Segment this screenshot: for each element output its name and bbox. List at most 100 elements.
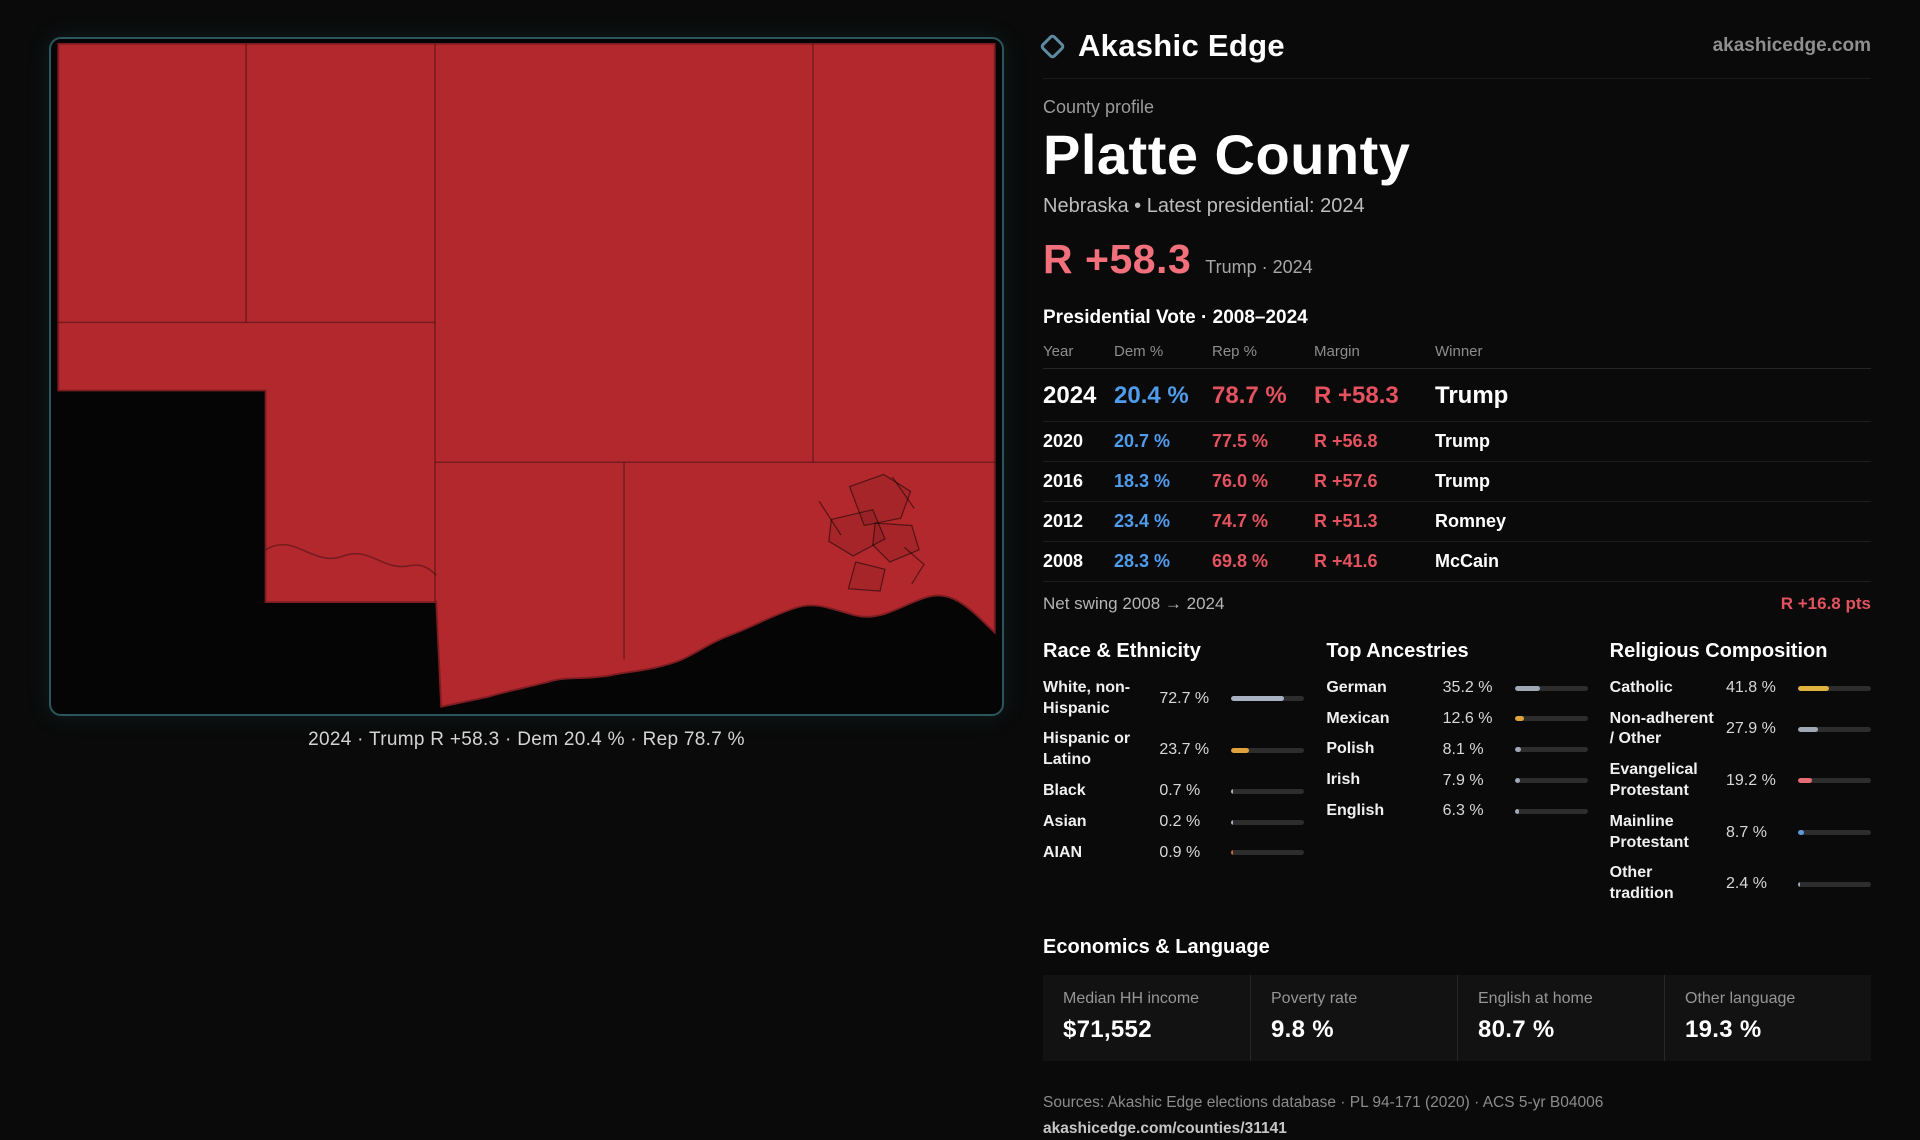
- dem-cell: 23.4 %: [1114, 510, 1171, 531]
- demo-row: Asian 0.2 %: [1043, 807, 1305, 838]
- top-ancestries-section: Top Ancestries German 35.2 % Mexican 12.…: [1326, 626, 1588, 910]
- rep-cell: 69.8 %: [1212, 550, 1269, 571]
- demo-value: 7.9 %: [1442, 771, 1484, 789]
- year-cell: 2008: [1043, 550, 1084, 571]
- county-title: Platte County: [1043, 123, 1411, 186]
- stat-label: Poverty rate: [1271, 989, 1358, 1007]
- demo-value: 27.9 %: [1726, 720, 1776, 738]
- net-swing-value: R +16.8 pts: [1780, 593, 1871, 613]
- permalink-link[interactable]: akashicedge.com/counties/31141: [1043, 1120, 1287, 1138]
- demo-value: 8.7 %: [1726, 823, 1767, 841]
- demo-value: 0.9 %: [1159, 843, 1201, 861]
- demo-label: Black: [1043, 781, 1086, 799]
- demo-row: AIAN 0.9 %: [1043, 838, 1305, 869]
- rep-cell: 77.5 %: [1212, 430, 1269, 451]
- demo-bar-fill: [1798, 830, 1805, 836]
- demo-label: AIAN: [1043, 843, 1083, 861]
- stat-label: Other language: [1685, 989, 1796, 1007]
- sources-note: Sources: Akashic Edge elections database…: [1043, 1093, 1604, 1111]
- rep-cell: 76.0 %: [1212, 470, 1269, 491]
- demo-label: Mexican: [1326, 709, 1390, 727]
- footer: Sources: Akashic Edge elections database…: [1043, 1091, 1871, 1140]
- county-shape: [57, 42, 996, 708]
- margin-cell: R +51.3: [1314, 510, 1378, 531]
- demo-row: Other tradition 2.4 %: [1610, 858, 1871, 910]
- demo-bar-fill: [1231, 747, 1249, 753]
- vote-table-row: 2016 18.3 % 76.0 % R +57.6 Trump: [1043, 462, 1871, 502]
- net-swing-row: Net swing 2008 → 2024 R +16.8 pts: [1043, 582, 1871, 618]
- demo-row: Mexican 12.6 %: [1326, 704, 1588, 735]
- demo-value: 19.2 %: [1726, 771, 1776, 789]
- demo-label: White, non-Hispanic: [1043, 678, 1131, 717]
- stat-value: 19.3 %: [1685, 1015, 1762, 1043]
- demo-bar: [1231, 850, 1305, 856]
- demo-row: Polish 8.1 %: [1326, 734, 1588, 765]
- demo-bar-fill: [1514, 685, 1541, 691]
- vote-table-row: 2024 20.4 % 78.7 % R +58.3 Trump: [1043, 369, 1871, 422]
- demo-value: 41.8 %: [1726, 679, 1776, 697]
- demo-row: White, non-Hispanic 72.7 %: [1043, 673, 1305, 725]
- demo-label: Mainline Protestant: [1609, 812, 1689, 851]
- demo-bar: [1798, 881, 1871, 887]
- winner-cell: Trump: [1435, 470, 1491, 491]
- dem-cell: 28.3 %: [1114, 550, 1171, 571]
- stat-cell: English at home 80.7 %: [1457, 974, 1664, 1061]
- demo-bar-fill: [1798, 778, 1813, 784]
- col-dem: Dem %: [1114, 342, 1164, 360]
- vote-table-row: 2020 20.7 % 77.5 % R +56.8 Trump: [1043, 422, 1871, 462]
- demo-bar: [1514, 778, 1588, 784]
- stat-label: Median HH income: [1063, 989, 1200, 1007]
- demo-bar: [1514, 716, 1588, 722]
- demo-row: Evangelical Protestant 19.2 %: [1610, 755, 1871, 807]
- demo-bar: [1231, 788, 1305, 794]
- year-cell: 2024: [1043, 381, 1097, 409]
- race-ethnicity-section: Race & Ethnicity White, non-Hispanic 72.…: [1043, 626, 1305, 910]
- demo-row: Mainline Protestant 8.7 %: [1610, 807, 1871, 859]
- vote-table-title: Presidential Vote · 2008–2024: [1043, 306, 1308, 328]
- vote-table-row: 2008 28.3 % 69.8 % R +41.6 McCain: [1043, 542, 1871, 582]
- vote-table-header: Year Dem % Rep % Margin Winner: [1043, 335, 1871, 369]
- demo-bar-fill: [1514, 716, 1524, 722]
- brand: Akashic Edge: [1039, 28, 1285, 64]
- economics-title: Economics & Language: [1043, 935, 1270, 958]
- headline-note: Trump · 2024: [1205, 256, 1313, 277]
- stat-value: $71,552: [1063, 1015, 1152, 1043]
- header: Akashic Edge akashicedge.com: [1039, 28, 1871, 79]
- demo-bar: [1514, 685, 1588, 691]
- demo-value: 0.2 %: [1159, 813, 1201, 831]
- margin-cell: R +58.3: [1314, 381, 1399, 409]
- vote-table-row: 2012 23.4 % 74.7 % R +51.3 Romney: [1043, 502, 1871, 542]
- stat-label: English at home: [1478, 989, 1593, 1007]
- demo-label: Evangelical Protestant: [1609, 761, 1698, 799]
- winner-cell: McCain: [1435, 550, 1500, 571]
- site-domain-link[interactable]: akashicedge.com: [1712, 35, 1871, 56]
- demo-label: Irish: [1326, 771, 1361, 789]
- demo-label: Asian: [1043, 812, 1087, 830]
- margin-cell: R +41.6: [1314, 550, 1378, 571]
- demo-bar: [1798, 726, 1871, 732]
- profile-panel: Akashic Edge akashicedge.com County prof…: [1039, 28, 1871, 1140]
- demo-bar: [1231, 696, 1305, 702]
- demo-bar: [1798, 685, 1871, 691]
- demo-bar: [1514, 808, 1588, 814]
- demo-value: 23.7 %: [1159, 741, 1210, 759]
- demo-bar-fill: [1798, 881, 1800, 887]
- col-margin: Margin: [1314, 342, 1360, 360]
- rep-cell: 74.7 %: [1212, 510, 1269, 531]
- demo-label: Hispanic or Latino: [1043, 730, 1131, 769]
- demo-row: Hispanic or Latino 23.7 %: [1043, 724, 1305, 776]
- demo-bar: [1514, 747, 1588, 753]
- year-cell: 2016: [1043, 470, 1084, 491]
- demo-bar-fill: [1231, 696, 1285, 702]
- stat-cell: Median HH income $71,552: [1043, 975, 1250, 1061]
- demo-row: German 35.2 %: [1326, 673, 1588, 704]
- section-title: Race & Ethnicity: [1043, 639, 1201, 662]
- demographics-grid: Race & Ethnicity White, non-Hispanic 72.…: [1043, 626, 1871, 910]
- demo-label: English: [1326, 801, 1385, 819]
- county-map-svg: [57, 42, 996, 708]
- demo-value: 72.7 %: [1159, 689, 1210, 707]
- margin-cell: R +57.6: [1314, 470, 1378, 491]
- demo-bar-fill: [1798, 685, 1829, 691]
- dem-cell: 18.3 %: [1114, 470, 1171, 491]
- net-swing-label: Net swing 2008 → 2024: [1043, 593, 1225, 613]
